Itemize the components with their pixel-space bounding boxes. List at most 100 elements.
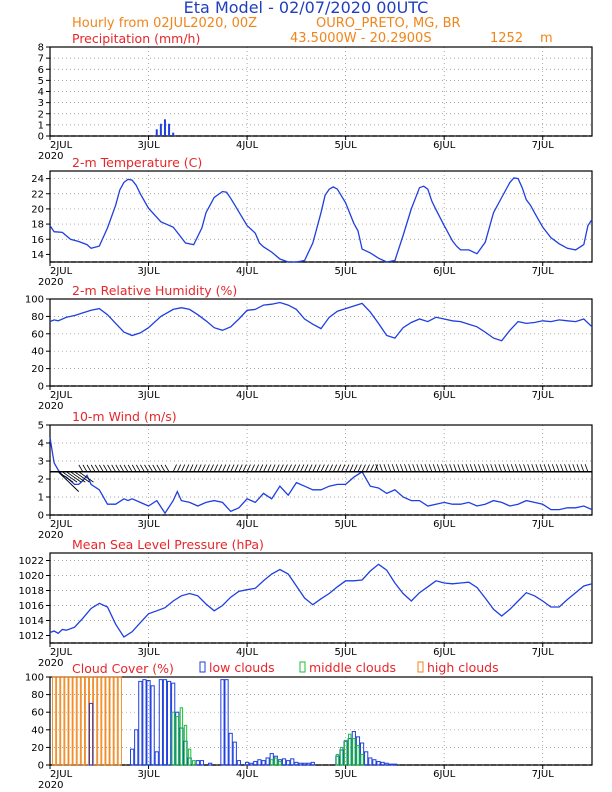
wind-barb	[226, 464, 231, 472]
wind-barb	[205, 464, 210, 472]
station-elevation: 1252	[490, 31, 523, 46]
cloud-low-bar	[368, 757, 373, 766]
wind-barb	[127, 464, 133, 472]
panel-title: 2-m Temperature (C)	[72, 155, 202, 170]
wind-barb	[369, 464, 375, 472]
panel-rh: 0 20 40 60 80 100 2JUL 3JUL 4JUL 5JUL 6JUL 7JUL 2020…	[25, 283, 593, 412]
wind-barb	[408, 464, 412, 472]
temp-series-line	[49, 177, 593, 263]
panel-mslp: 1012 1014 1016 1018 1020 1022 2JUL 3JUL 4JUL 5JUL…	[19, 537, 593, 669]
wind-barb	[259, 464, 264, 472]
cloud-low-bar	[257, 759, 262, 766]
y-tick-label: 20	[31, 204, 44, 215]
cloud-low-bar	[384, 762, 389, 766]
cloud-high-bar	[101, 676, 106, 766]
wind-barb	[148, 464, 153, 472]
wind-barb	[337, 464, 342, 472]
wind-barb	[361, 464, 366, 472]
wind-barb	[123, 464, 129, 472]
rh-series-line	[49, 301, 593, 342]
wind-barb	[275, 464, 280, 472]
wind-barb	[412, 464, 416, 472]
wind-barb	[432, 464, 437, 472]
legend-high-clouds-swatch	[417, 661, 424, 673]
wind-barb	[482, 464, 486, 472]
wind-barb	[341, 464, 346, 472]
y-tick-label: 18	[31, 220, 44, 231]
wind-barb	[469, 464, 474, 472]
cloud-high-bar	[72, 676, 77, 766]
wind-barb	[160, 464, 166, 472]
cloud-low-bar	[265, 757, 270, 766]
cloud-low-bar	[146, 680, 151, 766]
panel-wind: 0 1 2 3 4 5 2JUL 3JUL 4JUL 5JUL 6JUL 7JUL 2020 10-m W…	[38, 409, 593, 541]
cloud-low-bar	[244, 761, 250, 766]
wind-barb	[222, 464, 227, 472]
cloud-high-bar	[117, 676, 122, 766]
wind-barb	[551, 464, 556, 472]
x-tick-label: 5JUL	[335, 140, 358, 151]
x-tick-label: 5JUL	[335, 769, 358, 780]
cloud-middle-bar	[356, 745, 360, 766]
cloud-high-bar	[64, 676, 69, 766]
x-tick-label: 6JUL	[433, 140, 456, 151]
x-tick-label: 6JUL	[433, 647, 456, 658]
cloud-high-bar	[80, 676, 85, 766]
y-tick-label: 6	[38, 65, 44, 76]
x-tick-label: 7JUL	[532, 266, 555, 277]
cloud-low-bar	[249, 762, 254, 766]
cloud-high-bar	[93, 676, 98, 766]
panel-cloud: 0 20 40 60 80 100 2JUL 3JUL 4JUL 5JUL 6JUL 7JUL 2020…	[25, 660, 593, 791]
panel-frame	[49, 676, 593, 766]
precip-bar	[168, 123, 171, 136]
wind-barb	[213, 464, 218, 472]
y-tick-label: 14	[31, 250, 44, 261]
wind-barb	[490, 464, 494, 472]
wind-barb	[365, 464, 370, 472]
wind-barb	[164, 464, 170, 472]
x-tick-label: 7JUL	[532, 390, 555, 401]
x-year-label: 2020	[38, 277, 63, 288]
x-tick-label: 4JUL	[236, 390, 259, 401]
wind-barb	[86, 464, 92, 472]
x-tick-label: 4JUL	[236, 140, 259, 151]
wind-barb	[420, 464, 425, 472]
cloud-low-bar	[150, 685, 155, 766]
wind-barb	[238, 464, 243, 472]
y-tick-label: 0	[38, 382, 44, 393]
wind-barb	[345, 464, 350, 472]
wind-barb	[287, 464, 292, 472]
wind-barb	[332, 464, 338, 472]
wind-barb	[234, 464, 239, 472]
wind-series-line	[49, 437, 593, 515]
y-tick-label: 40	[31, 725, 44, 736]
y-tick-label: 24	[31, 174, 44, 185]
wind-barb	[181, 464, 186, 472]
x-tick-label: 3JUL	[137, 647, 160, 658]
wind-barb	[357, 464, 362, 472]
wind-barb	[547, 464, 552, 472]
legend-middle-clouds-swatch	[299, 661, 306, 673]
wind-barb	[514, 464, 519, 472]
x-year-label: 2020	[38, 401, 63, 412]
y-tick-label: 0	[38, 511, 44, 522]
y-tick-label: 5	[38, 421, 44, 432]
elevation-unit: m	[540, 31, 553, 46]
cloud-middle-bar	[175, 716, 179, 766]
wind-barb	[271, 464, 276, 472]
cloud-low-bar	[138, 680, 143, 766]
wind-barb	[308, 464, 313, 472]
x-tick-label: 6JUL	[433, 769, 456, 780]
wind-barb	[584, 464, 589, 472]
cloud-middle-bar	[352, 738, 356, 766]
wind-barb	[560, 464, 564, 472]
x-tick-label: 5JUL	[335, 390, 358, 401]
wind-barb	[131, 464, 137, 472]
x-year-label: 2020	[38, 530, 63, 541]
cloud-low-bar	[306, 762, 311, 766]
panel-frame	[49, 298, 593, 387]
x-tick-label: 3JUL	[137, 266, 160, 277]
wind-barb	[383, 464, 388, 472]
wind-barb	[473, 464, 478, 472]
